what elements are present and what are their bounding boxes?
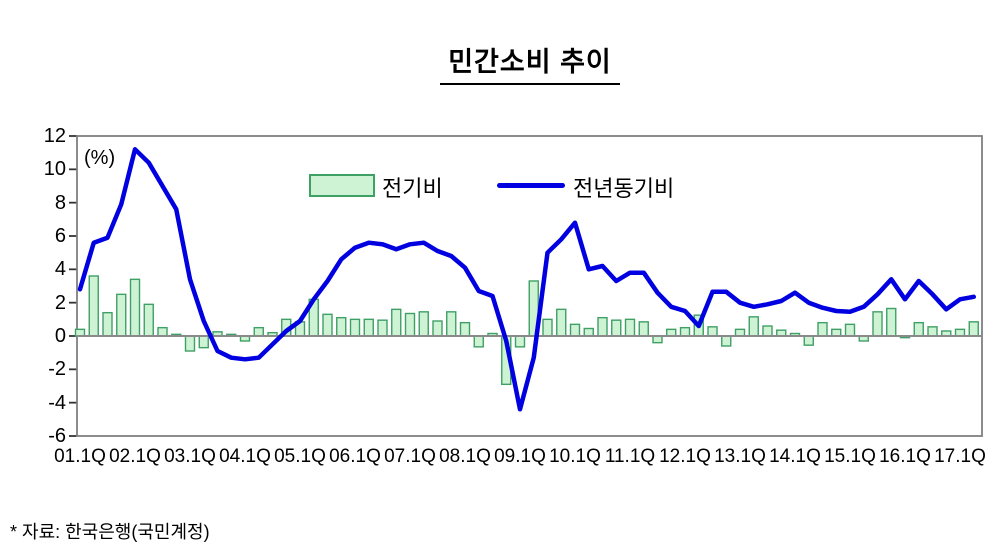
x-tick-label: 01.1Q <box>54 446 106 467</box>
y-tick-label: 6 <box>54 225 66 247</box>
qoq-bar <box>913 321 924 337</box>
x-tick-label: 08.1Q <box>439 446 491 467</box>
chart-title: 민간소비 추이 <box>440 40 620 85</box>
x-tick-label: 05.1Q <box>274 446 326 467</box>
legend-line-label: 전년동기비 <box>573 176 675 201</box>
qoq-bar <box>377 319 388 337</box>
qoq-bar <box>349 318 361 337</box>
qoq-bar <box>322 313 333 337</box>
qoq-bar <box>597 316 608 337</box>
y-tick-label: -4 <box>48 391 66 414</box>
qoq-bar <box>611 319 622 337</box>
qoq-bar <box>157 326 168 337</box>
qoq-bar <box>803 335 814 346</box>
qoq-bar <box>88 275 99 337</box>
qoq-bar <box>542 318 553 337</box>
qoq-bar <box>418 311 429 337</box>
yoy-line <box>77 147 976 412</box>
source-note: * 자료: 한국은행(국민계정) <box>10 522 210 542</box>
qoq-bar <box>817 321 828 337</box>
x-tick-label: 07.1Q <box>384 446 436 467</box>
qoq-bar <box>116 293 127 337</box>
y-tick-label: 4 <box>54 258 66 281</box>
qoq-bar <box>721 335 732 347</box>
y-tick-label: 8 <box>54 191 66 214</box>
y-tick-label: 2 <box>54 291 66 314</box>
qoq-bar <box>762 325 773 337</box>
y-tick-label: -6 <box>48 425 66 447</box>
x-tick-label: 12.1Q <box>659 446 711 467</box>
qoq-bar <box>569 323 581 337</box>
qoq-bar <box>927 326 938 337</box>
x-tick-label: 04.1Q <box>219 446 271 467</box>
qoq-bar <box>624 318 636 337</box>
qoq-bars-group <box>74 275 979 386</box>
qoq-bar <box>253 326 264 337</box>
qoq-bar <box>583 327 594 337</box>
unit-label: (%) <box>84 147 116 169</box>
x-tick-label: 10.1Q <box>549 446 601 467</box>
y-tick-label: 10 <box>43 158 66 181</box>
qoq-bar <box>886 307 897 337</box>
x-tick-label: 17.1Q <box>934 446 986 467</box>
legend-bar-label: 전기비 <box>382 176 443 201</box>
qoq-bar <box>184 335 196 352</box>
qoq-bar <box>432 320 443 337</box>
y-axis-ticks <box>69 135 77 437</box>
qoq-bar <box>459 321 471 337</box>
qoq-bar <box>748 316 759 337</box>
qoq-bar <box>391 308 402 337</box>
qoq-bar <box>707 326 718 337</box>
x-tick-label: 13.1Q <box>714 446 766 467</box>
qoq-bar <box>514 335 526 348</box>
x-tick-label: 09.1Q <box>494 446 546 467</box>
qoq-bar <box>198 335 209 349</box>
qoq-bar <box>404 312 416 337</box>
qoq-bar <box>638 321 649 337</box>
qoq-bar <box>129 278 141 337</box>
x-tick-label: 14.1Q <box>769 446 821 467</box>
qoq-bar <box>363 318 374 337</box>
legend-bar-swatch <box>309 174 375 197</box>
qoq-bar <box>446 311 457 337</box>
y-tick-label: -2 <box>48 358 66 381</box>
y-tick-label: 0 <box>54 325 66 347</box>
x-tick-label: 02.1Q <box>109 446 161 467</box>
x-tick-label: 15.1Q <box>824 446 876 467</box>
legend-line-swatch <box>497 183 565 188</box>
qoq-bar <box>102 311 113 337</box>
qoq-bar <box>844 323 856 337</box>
qoq-bar <box>143 303 154 337</box>
qoq-bar <box>872 311 883 337</box>
chart-title-wrap: 민간소비 추이 <box>28 40 1004 85</box>
qoq-bar <box>473 335 484 348</box>
qoq-bar <box>336 316 347 337</box>
qoq-bar <box>556 308 567 337</box>
x-tick-label: 11.1Q <box>604 446 656 467</box>
x-tick-label: 16.1Q <box>879 446 931 467</box>
x-tick-label: 03.1Q <box>164 446 216 467</box>
y-tick-label: 12 <box>43 125 66 147</box>
qoq-bar <box>679 326 691 337</box>
x-tick-label: 06.1Q <box>329 446 381 467</box>
qoq-bar <box>968 321 979 337</box>
plot-border <box>76 135 983 437</box>
